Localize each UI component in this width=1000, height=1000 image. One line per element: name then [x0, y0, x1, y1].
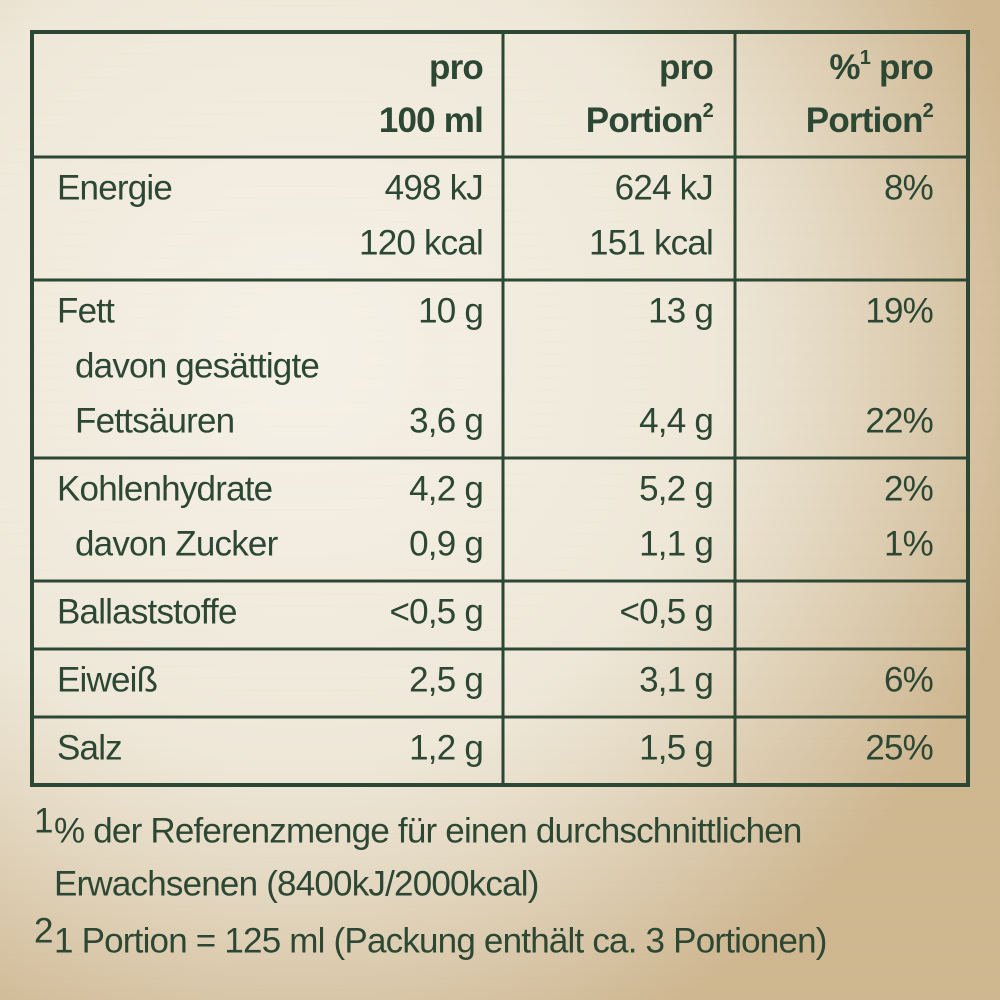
footnote-text: 1 Portion = 125 ml (Packung enthält ca. …	[54, 921, 827, 960]
nutrient-value: 13 g	[648, 291, 713, 330]
header-prefix: %	[829, 48, 860, 87]
nutrient-label: Fettsäuren	[75, 401, 234, 440]
header-text: pro	[429, 48, 483, 87]
header-text: %1 pro	[829, 47, 933, 87]
nutrient-label: Fett	[57, 291, 115, 330]
nutrient-value: 8%	[884, 168, 933, 207]
footnote-text: Erwachsenen (8400kJ/2000kcal)	[54, 864, 539, 903]
footnote-ref: 1	[860, 47, 871, 69]
nutrient-label: Salz	[57, 728, 122, 767]
nutrient-value: 1,1 g	[639, 524, 713, 563]
nutrient-label: davon gesättigte	[75, 346, 319, 385]
nutrient-label: Ballaststoffe	[57, 592, 237, 631]
nutrient-value: 498 kJ	[385, 168, 483, 207]
nutrient-label: Kohlenhydrate	[57, 469, 272, 508]
table-border	[30, 30, 970, 787]
header-line: 100 ml	[379, 101, 483, 140]
header-space	[870, 48, 879, 87]
header-line: Portion	[806, 101, 923, 140]
header-text: pro	[659, 48, 713, 87]
nutrient-value: 5,2 g	[639, 469, 713, 508]
nutrient-value: 6%	[884, 660, 933, 699]
nutrient-value: 10 g	[418, 291, 483, 330]
footnotes: 1% der Referenzmenge für einen durchschn…	[34, 801, 827, 960]
footnote-mark: 2	[34, 911, 53, 950]
footnote-ref: 2	[703, 100, 714, 122]
nutrient-value: 3,1 g	[639, 660, 713, 699]
nutrient-value: <0,5 g	[620, 592, 713, 631]
nutrient-value: 4,4 g	[639, 401, 713, 440]
nutrient-value: 1%	[884, 524, 933, 563]
nutrient-value: 2,5 g	[409, 660, 483, 699]
nutrient-value: 3,6 g	[409, 401, 483, 440]
nutrient-label: davon Zucker	[75, 524, 279, 563]
nutrient-value: 624 kJ	[615, 168, 713, 207]
nutrient-label: Energie	[57, 168, 172, 207]
nutrient-value: 120 kcal	[359, 223, 483, 262]
header-text: 100 ml	[379, 101, 483, 140]
nutrient-value: 19%	[865, 291, 933, 330]
nutrient-value: 4,2 g	[409, 469, 483, 508]
header-line: pro	[879, 48, 933, 87]
nutrient-value: <0,5 g	[390, 592, 483, 631]
header-text: Portion2	[586, 100, 714, 140]
nutrient-value: 1,5 g	[639, 728, 713, 767]
footnote-ref: 2	[923, 100, 934, 122]
header-line: pro	[429, 48, 483, 87]
nutrient-value: 1,2 g	[409, 728, 483, 767]
nutrient-value: 22%	[865, 401, 933, 440]
nutrient-value: 25%	[865, 728, 933, 767]
footnote-mark: 1	[34, 801, 53, 840]
nutrient-value: 2%	[884, 469, 933, 508]
nutrient-value: 151 kcal	[589, 223, 713, 262]
footnote-text: % der Referenzmenge für einen durchschni…	[54, 811, 802, 850]
nutrient-value: 0,9 g	[409, 524, 483, 563]
header-line: pro	[659, 48, 713, 87]
header-text: Portion2	[806, 100, 934, 140]
nutrient-label: Eiweiß	[57, 660, 157, 699]
header-line: Portion	[586, 101, 703, 140]
